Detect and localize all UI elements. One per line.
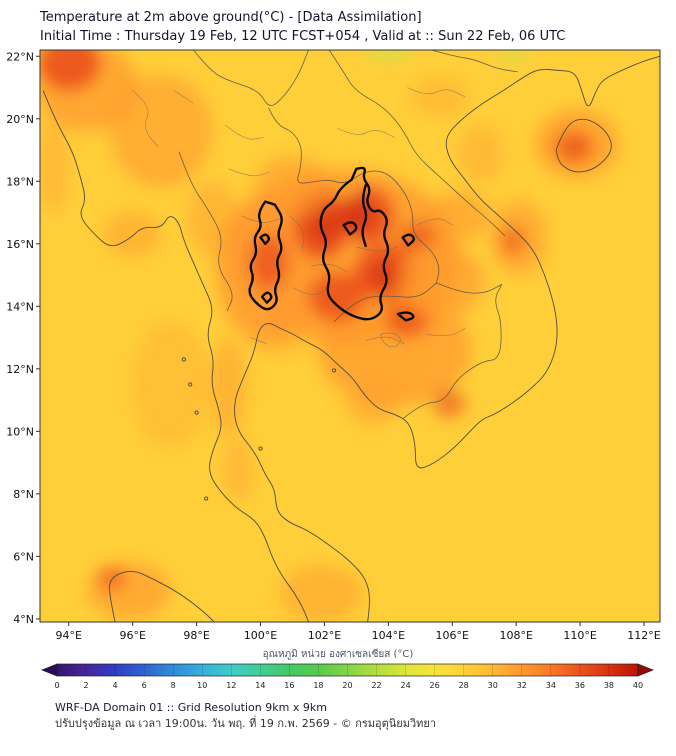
x-tick-label: 98°E — [183, 629, 209, 642]
heat-region — [254, 318, 306, 357]
heat-region — [254, 156, 331, 219]
footer: WRF-DA Domain 01 :: Grid Resolution 9km … — [0, 696, 676, 732]
heat-region — [279, 565, 363, 622]
page-title: Temperature at 2m above ground(°C) - [Da… — [40, 10, 422, 25]
colorbar: 0 2 4 6 8 10 12 14 16 18 20 22 24 26 28 30 32 34 36 38 40 — [41, 663, 654, 690]
x-tick-label: 96°E — [119, 629, 145, 642]
heat-region — [433, 389, 466, 418]
heat-region — [132, 321, 210, 447]
x-tick-label: 108°E — [499, 629, 532, 642]
colorbar-tick-label: 12 — [226, 681, 236, 690]
heat-region — [346, 387, 398, 426]
y-tick-label: 20°N — [6, 113, 34, 126]
y-tick-label: 6°N — [13, 550, 34, 563]
colorbar-tick-label: 30 — [488, 681, 498, 690]
colorbar-tick-label: 20 — [342, 681, 352, 690]
colorbar-tick-label: 10 — [197, 681, 207, 690]
colorbar-tick-label: 6 — [142, 681, 147, 690]
heat-region — [394, 243, 485, 319]
heat-region — [426, 190, 491, 241]
colorbar-tick-label: 40 — [633, 681, 643, 690]
colorbar-tick-label: 0 — [54, 681, 59, 690]
heat-region — [40, 118, 69, 213]
colorbar-tick-label: 22 — [371, 681, 381, 690]
colorbar-ticks: 0 2 4 6 8 10 12 14 16 18 20 22 24 26 28 30 32 34 36 38 40 — [54, 681, 643, 690]
heat-region — [40, 50, 101, 91]
heat-region — [554, 131, 593, 163]
heat-region — [103, 212, 162, 257]
colorbar-right-arrow — [637, 663, 654, 677]
colorbar-tick-label: 18 — [313, 681, 323, 690]
x-tick-label: 112°E — [627, 629, 660, 642]
footer-update-info: ปรับปรุงข้อมูล ณ เวลา 19:00น. วัน พฤ. ที… — [55, 717, 437, 730]
colorbar-tick-label: 16 — [284, 681, 294, 690]
colorbar-tick-label: 8 — [171, 681, 176, 690]
x-tick-label: 106°E — [436, 629, 469, 642]
colorbar-left-arrow — [41, 663, 58, 677]
heat-region — [222, 437, 255, 501]
colorbar-tick-label: 38 — [604, 681, 614, 690]
y-tick-label: 8°N — [13, 488, 34, 501]
heat-region — [308, 271, 366, 322]
temperature-map: 94°E 96°E 98°E 100°E 102°E 104°E 106°E 108°E 110… — [6, 49, 661, 642]
colorbar-gradient — [56, 663, 639, 677]
header: Temperature at 2m above ground(°C) - [Da… — [0, 0, 676, 46]
province-borders — [132, 87, 466, 348]
colorbar-label: อุณหภูมิ หน่วย องศาเซลเซียส (°C) — [262, 649, 414, 660]
heat-region — [110, 75, 213, 188]
y-tick-label: 22°N — [6, 50, 34, 63]
thick-contours — [248, 166, 415, 322]
y-tick-label: 18°N — [6, 175, 34, 188]
heat-region — [500, 225, 526, 257]
plot-block: 94°E 96°E 98°E 100°E 102°E 104°E 106°E 108°E 110… — [0, 46, 676, 648]
y-tick-label: 10°N — [6, 425, 34, 438]
page-subtitle: Initial Time : Thursday 19 Feb, 12 UTC F… — [40, 29, 566, 44]
colorbar-tick-label: 32 — [517, 681, 527, 690]
y-tick-label: 16°N — [6, 238, 34, 251]
heat-region — [458, 125, 504, 182]
heat-blobs — [40, 50, 619, 622]
axes: 94°E 96°E 98°E 100°E 102°E 104°E 106°E 108°E 110… — [6, 50, 661, 642]
heat-region — [497, 50, 529, 60]
colorbar-tick-label: 2 — [84, 681, 89, 690]
heat-region — [187, 181, 239, 257]
y-tick-label: 14°N — [6, 300, 34, 313]
map-field — [40, 50, 660, 622]
colorbar-tick-label: 26 — [430, 681, 440, 690]
colorbar-tick-label: 24 — [401, 681, 411, 690]
x-tick-label: 102°E — [308, 629, 341, 642]
heat-region — [210, 337, 247, 438]
x-tick-label: 110°E — [563, 629, 596, 642]
plot-border — [39, 49, 661, 623]
y-tick-label: 12°N — [6, 363, 34, 376]
x-tick-label: 100°E — [244, 629, 277, 642]
colorbar-tick-label: 28 — [459, 681, 469, 690]
colorbar-tick-label: 34 — [546, 681, 556, 690]
heat-region — [365, 50, 411, 60]
coastlines — [42, 55, 660, 622]
heat-region — [97, 567, 127, 590]
colorbar-tick-label: 4 — [113, 681, 118, 690]
heat-region — [318, 293, 472, 407]
heat-region — [310, 206, 339, 244]
x-tick-label: 104°E — [372, 629, 405, 642]
colorbar-tick-label: 36 — [575, 681, 585, 690]
colorbar-tick-label: 14 — [255, 681, 265, 690]
footer-domain-info: WRF-DA Domain 01 :: Grid Resolution 9km … — [55, 701, 327, 714]
x-tick-label: 94°E — [56, 629, 82, 642]
y-tick-label: 4°N — [13, 613, 34, 626]
heat-region — [410, 78, 469, 116]
